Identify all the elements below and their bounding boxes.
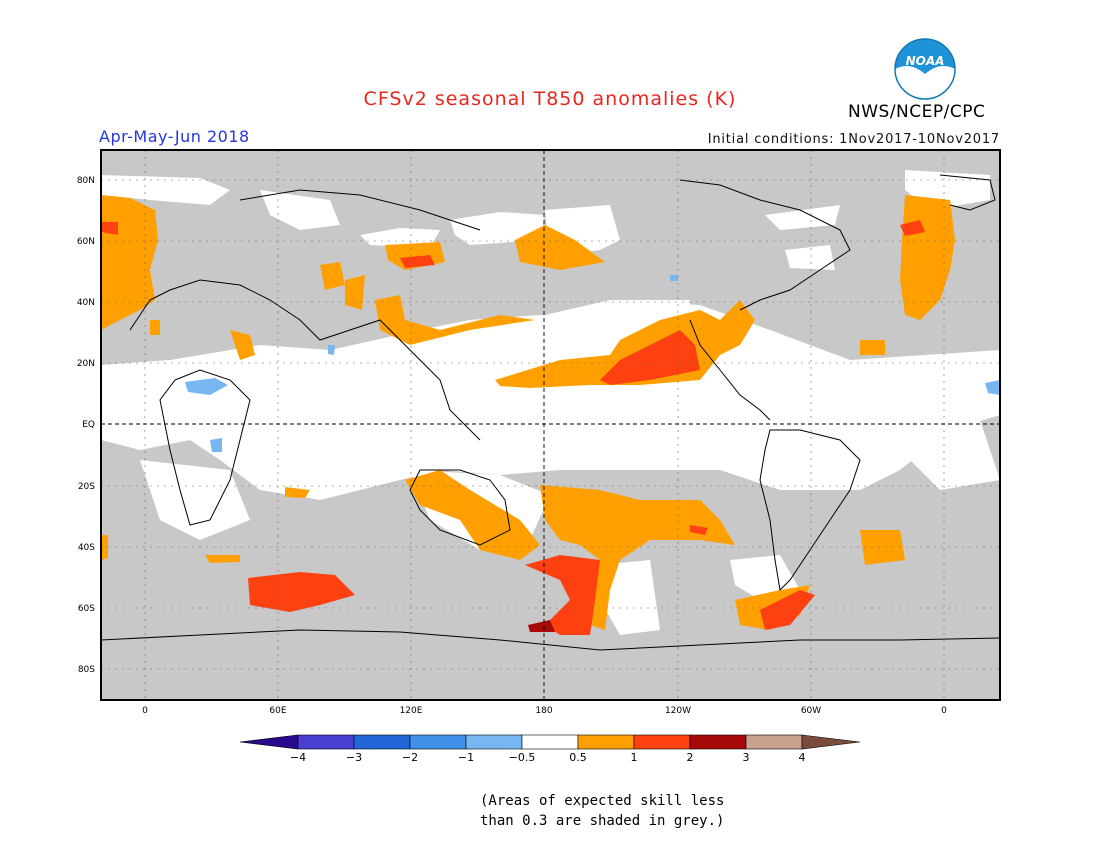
latitude-labels: 80N 60N 40N 20N EQ 20S 40S 60S 80S bbox=[77, 176, 95, 675]
colorbar-segment bbox=[465, 734, 523, 750]
colorbar-segment bbox=[297, 734, 355, 750]
lat-label: 80N bbox=[77, 176, 95, 186]
lon-label: 180 bbox=[535, 706, 552, 716]
colorbar-tick-label: 2 bbox=[687, 751, 694, 764]
coastlines bbox=[101, 174, 1000, 651]
lat-label: 60N bbox=[77, 237, 95, 247]
colorbar-segment bbox=[745, 734, 803, 750]
colorbar-tick-label: 1 bbox=[631, 751, 638, 764]
graticule bbox=[101, 150, 1000, 700]
colorbar-tick-label: −4 bbox=[290, 751, 306, 764]
colorbar-tick-label: −0.5 bbox=[509, 751, 536, 764]
equator-dateline bbox=[101, 150, 1000, 700]
lat-label: 80S bbox=[78, 665, 95, 675]
colorbar-tick-label: 4 bbox=[799, 751, 806, 764]
skill-note-line: (Areas of expected skill less bbox=[480, 793, 725, 809]
map-title: CFSv2 seasonal T850 anomalies (K) bbox=[363, 88, 737, 110]
colorbar-low-arrow bbox=[239, 734, 299, 750]
colorbar-segment bbox=[521, 734, 579, 750]
skill-note: (Areas of expected skill less than 0.3 a… bbox=[480, 791, 724, 831]
lon-label: 120E bbox=[400, 706, 423, 716]
map-frame bbox=[100, 149, 1001, 701]
lat-label: 20N bbox=[77, 359, 95, 369]
lat-label: 40N bbox=[77, 298, 95, 308]
lat-label: 60S bbox=[78, 604, 95, 614]
colorbar-segment bbox=[689, 734, 747, 750]
lon-label: 60E bbox=[269, 706, 286, 716]
lat-label: EQ bbox=[82, 420, 95, 430]
negative-anomaly-0.5-1 bbox=[185, 275, 1000, 452]
colorbar-high-arrow bbox=[801, 734, 861, 750]
season-label: Apr-May-Jun 2018 bbox=[99, 127, 250, 146]
svg-text:NOAA: NOAA bbox=[906, 54, 945, 68]
colorbar-segment bbox=[353, 734, 411, 750]
lat-label: 20S bbox=[78, 482, 95, 492]
colorbar-segment bbox=[409, 734, 467, 750]
positive-anomaly-2-3 bbox=[528, 620, 555, 632]
colorbar-segment bbox=[577, 734, 635, 750]
colorbar-tick-label: 3 bbox=[743, 751, 750, 764]
skill-note-line: than 0.3 are shaded in grey.) bbox=[480, 813, 725, 829]
lon-label: 0 bbox=[142, 706, 148, 716]
lon-label: 120W bbox=[665, 706, 691, 716]
colorbar-tick-label: −2 bbox=[402, 751, 418, 764]
near-zero-regions bbox=[101, 170, 1000, 635]
colorbar-tick-label: −3 bbox=[346, 751, 362, 764]
initial-conditions-label: Initial conditions: 1Nov2017-10Nov2017 bbox=[707, 132, 1000, 147]
positive-anomaly-1-2 bbox=[101, 220, 925, 635]
colorbar-tick-label: 0.5 bbox=[569, 751, 587, 764]
lon-label: 60W bbox=[801, 706, 821, 716]
longitude-labels: 0 60E 120E 180 120W 60W 0 bbox=[142, 706, 947, 716]
lat-label: 40S bbox=[78, 543, 95, 553]
lon-label: 0 bbox=[941, 706, 947, 716]
colorbar-tick-label: −1 bbox=[458, 751, 474, 764]
colorbar: −4 −3 −2 −1 −0.5 0.5 1 2 3 4 bbox=[239, 734, 861, 764]
organization-label: NWS/NCEP/CPC bbox=[848, 102, 986, 122]
noaa-logo: NOAA bbox=[894, 38, 956, 100]
colorbar-segment bbox=[633, 734, 691, 750]
